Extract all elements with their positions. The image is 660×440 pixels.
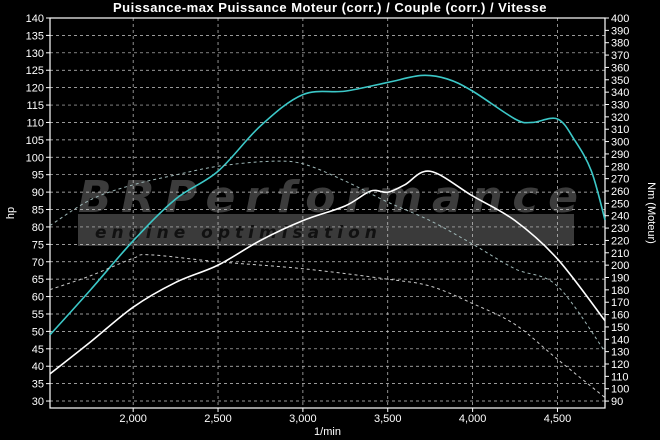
y-tick-label: 70 (32, 257, 44, 269)
y2-tick-label: 310 (611, 124, 629, 136)
y2-tick-label: 190 (611, 273, 629, 285)
y-tick-label: 135 (26, 30, 44, 42)
y-tick-label: 30 (32, 396, 44, 408)
y2-tick-label: 390 (611, 25, 629, 37)
y2-tick-label: 110 (611, 371, 629, 383)
x-tick-label: 2,500 (204, 413, 232, 425)
y2-tick-label: 360 (611, 62, 629, 74)
y-tick-label: 65 (32, 274, 44, 286)
y2-tick-label: 210 (611, 248, 629, 260)
y2-tick-label: 230 (611, 223, 629, 235)
y2-tick-label: 260 (611, 186, 629, 198)
y-axis-label: hp (5, 207, 17, 219)
y2-tick-label: 180 (611, 285, 629, 297)
y2-tick-label: 270 (611, 174, 629, 186)
y2-tick-label: 240 (611, 211, 629, 223)
y-tick-label: 55 (32, 309, 44, 321)
y2-tick-label: 380 (611, 38, 629, 50)
x-tick-label: 3,500 (374, 413, 402, 425)
y2-tick-label: 170 (611, 297, 629, 309)
y2-tick-label: 250 (611, 198, 629, 210)
x-tick-label: 3,000 (289, 413, 317, 425)
plot-frame (49, 17, 606, 409)
y-tick-label: 85 (32, 205, 44, 217)
watermark-tagline: engine optimisation (95, 223, 382, 243)
series-line-0 (49, 74, 606, 336)
y2-tick-label: 160 (611, 310, 629, 322)
series-line-3 (49, 254, 606, 398)
y-tick-label: 110 (26, 117, 44, 129)
series-line-1 (49, 170, 606, 375)
y-tick-label: 80 (32, 222, 44, 234)
y2-tick-label: 290 (611, 149, 629, 161)
x-tick-label: 4,500 (544, 413, 572, 425)
y-tick-label: 60 (32, 292, 44, 304)
watermark-band (78, 214, 574, 246)
x-tick-label: 2,000 (119, 413, 147, 425)
y-tick-label: 40 (32, 361, 44, 373)
y2-tick-label: 350 (611, 75, 629, 87)
y-tick-label: 100 (26, 152, 44, 164)
y2-tick-label: 330 (611, 100, 629, 112)
y-tick-label: 105 (26, 135, 44, 147)
chart-title: Puissance-max Puissance Moteur (corr.) /… (113, 0, 547, 15)
y2-tick-label: 340 (611, 87, 629, 99)
x-axis-label: 1/min (314, 426, 341, 438)
y-tick-label: 130 (26, 48, 44, 60)
y-tick-label: 35 (32, 379, 44, 391)
y2-tick-label: 220 (611, 235, 629, 247)
y-tick-label: 45 (32, 344, 44, 356)
y2-tick-label: 120 (611, 359, 629, 371)
y-tick-label: 120 (26, 83, 44, 95)
y-tick-label: 95 (32, 170, 44, 182)
y2-axis-label: Nm (Moteur) (645, 182, 657, 244)
series-line-2 (49, 160, 606, 352)
y2-tick-label: 90 (611, 396, 623, 408)
y2-tick-label: 140 (611, 334, 629, 346)
y2-tick-label: 130 (611, 347, 629, 359)
y-tick-label: 50 (32, 326, 44, 338)
y-tick-label: 140 (26, 13, 44, 25)
y-tick-label: 125 (26, 65, 44, 77)
x-tick-label: 4,000 (459, 413, 487, 425)
y-tick-label: 90 (32, 187, 44, 199)
y2-tick-label: 200 (611, 260, 629, 272)
y2-tick-label: 150 (611, 322, 629, 334)
y2-tick-label: 100 (611, 384, 629, 396)
y2-tick-label: 280 (611, 161, 629, 173)
y2-tick-label: 320 (611, 112, 629, 124)
y-tick-label: 115 (26, 100, 44, 112)
y2-tick-label: 400 (611, 13, 629, 25)
y2-tick-label: 300 (611, 137, 629, 149)
y-tick-label: 75 (32, 239, 44, 251)
y2-tick-label: 370 (611, 50, 629, 62)
